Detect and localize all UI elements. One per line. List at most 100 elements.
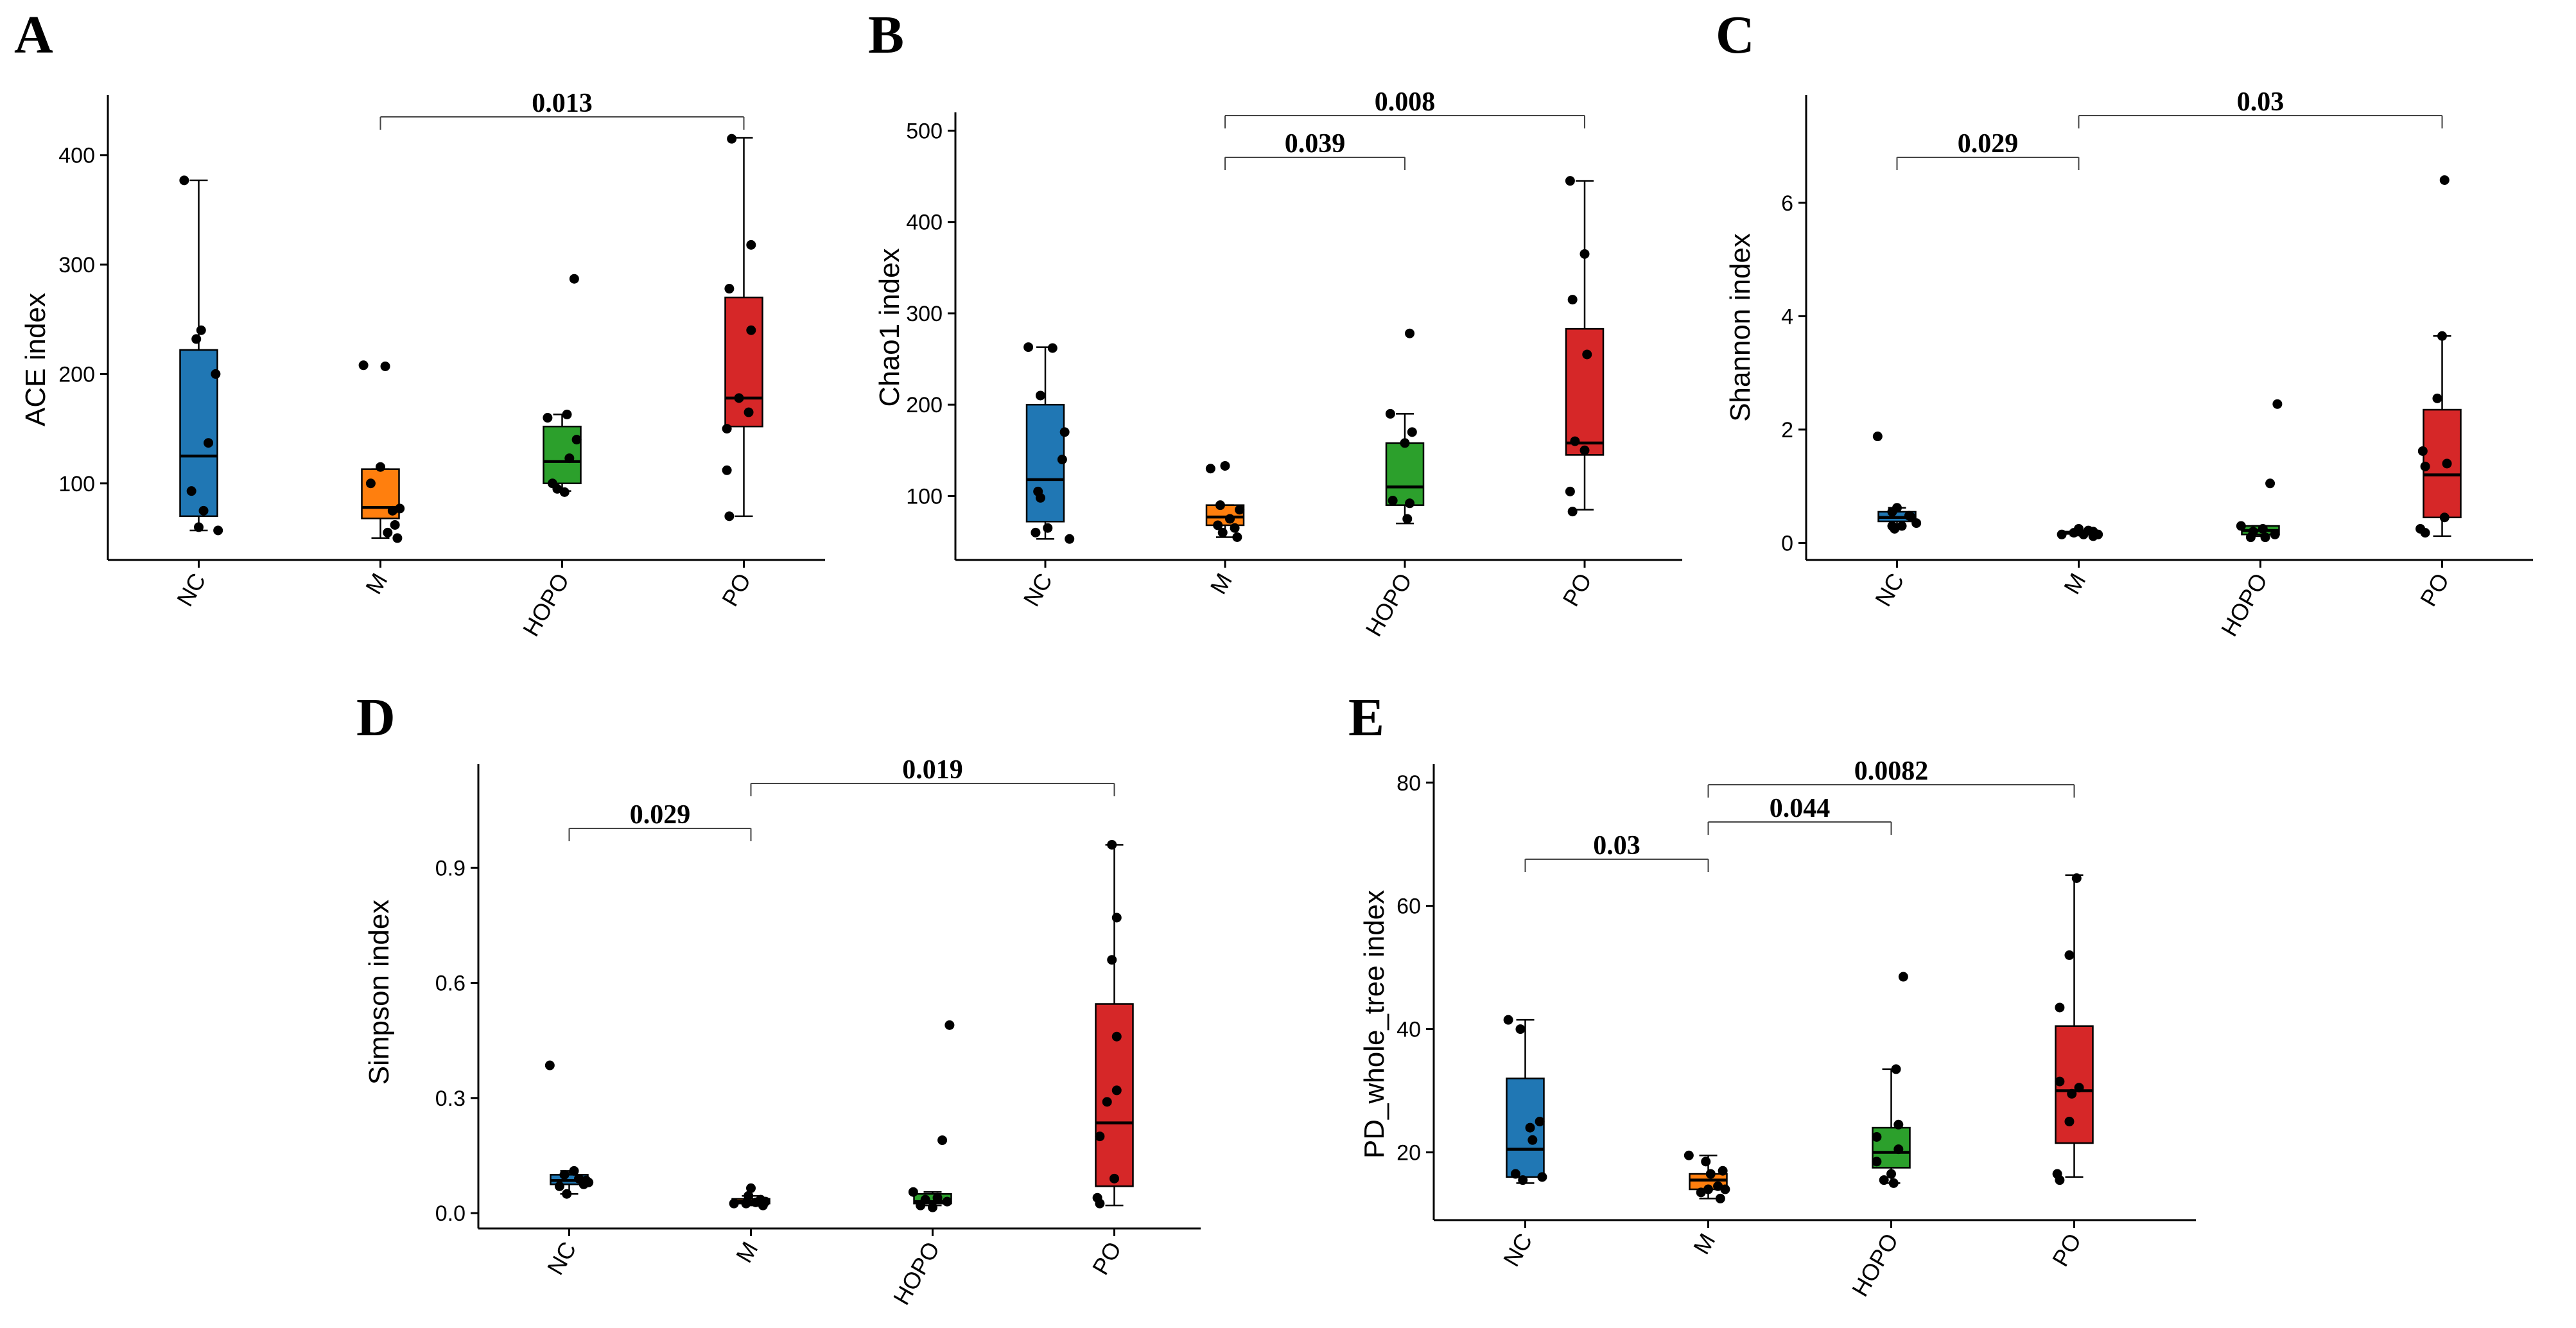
data-point [1405,498,1415,509]
data-point [1095,1198,1105,1209]
data-point [1230,523,1240,533]
data-point [2088,531,2098,541]
data-point [383,527,393,537]
data-point [1567,295,1578,305]
data-point [2067,1088,2077,1099]
data-point [2074,1083,2084,1093]
data-point [1405,328,1415,338]
data-point [1225,514,1235,524]
data-point [741,1198,751,1209]
data-point [1580,249,1590,259]
data-point [392,533,403,543]
panel-letter-b: B [868,5,904,65]
y-axis-title-e: PD_whole_tree index [1359,890,1390,1158]
data-point [916,1200,926,1210]
data-point [1720,1184,1730,1194]
data-point [395,503,405,514]
data-point [1107,955,1117,965]
data-point [552,484,562,494]
y-tick-label: 0.3 [435,1087,466,1111]
p-value-label: 0.044 [1770,794,1831,823]
y-tick-label: 60 [1397,895,1421,919]
data-point [387,505,397,516]
data-point [2272,399,2283,409]
data-point [1035,493,1045,503]
p-value-label: 0.0082 [1854,756,1929,786]
p-value-label: 0.03 [2237,87,2284,117]
data-point [1503,1015,1513,1025]
data-point [746,240,756,250]
box-po [2055,1025,2094,1144]
data-point [1893,1119,1904,1130]
data-point [380,361,390,371]
data-point [390,520,400,530]
box-nc [1025,403,1065,523]
data-point [1095,1131,1105,1142]
data-point [579,1179,589,1189]
data-point [1111,913,1122,923]
data-point [1527,1135,1538,1145]
data-point [1567,507,1578,517]
data-point [1872,1131,1882,1142]
y-tick-label: 4 [1781,304,1793,329]
data-point [1385,408,1395,419]
data-point [1888,1178,1899,1188]
data-point [562,1189,572,1199]
data-point [1705,1169,1716,1179]
data-point [554,1181,564,1191]
data-point [928,1202,937,1212]
data-point [908,1187,918,1197]
data-point [1582,349,1592,360]
data-point [1217,527,1228,537]
data-point [1400,438,1410,448]
y-tick-label: 40 [1397,1018,1421,1042]
y-tick-label: 0.9 [435,856,466,880]
data-point [2055,1076,2065,1087]
data-point [724,284,735,294]
y-tick-label: 300 [906,302,943,326]
data-point [2057,529,2067,539]
data-point [562,409,572,419]
p-value-label: 0.03 [1593,831,1640,861]
data-point [1213,520,1223,530]
data-point [1887,507,1897,517]
data-point [1890,523,1900,534]
data-point [1898,972,1908,982]
panel-letter-d: D [356,688,396,747]
data-point [937,1135,948,1146]
data-point [198,505,209,516]
data-point [569,1166,579,1176]
data-point [544,1060,555,1070]
data-point [196,325,206,335]
data-point [744,407,754,417]
data-point [1110,1173,1119,1184]
data-point [213,525,223,536]
data-point [1703,1184,1713,1194]
data-point [1111,1085,1122,1096]
data-point [2236,521,2246,531]
data-point [2055,1002,2065,1013]
data-point [1565,176,1575,186]
data-point [1518,1175,1528,1185]
box-hopo [543,425,582,485]
data-point [1570,436,1580,446]
y-tick-label: 300 [58,253,95,277]
data-point [1215,500,1225,511]
data-point [1059,427,1070,437]
y-tick-label: 80 [1397,771,1421,796]
data-point [559,487,570,497]
data-point [179,175,189,186]
y-axis-title-d: Simpson index [363,900,395,1085]
data-point [569,274,579,284]
y-tick-label: 0.0 [435,1201,466,1226]
data-point [1684,1150,1694,1160]
data-point [571,435,582,445]
data-point [751,1197,761,1207]
data-point [1102,1097,1112,1107]
data-point [194,522,204,532]
data-point [2420,528,2430,538]
data-point [2417,446,2428,456]
data-point [1872,432,1883,442]
data-point [1715,1193,1725,1203]
